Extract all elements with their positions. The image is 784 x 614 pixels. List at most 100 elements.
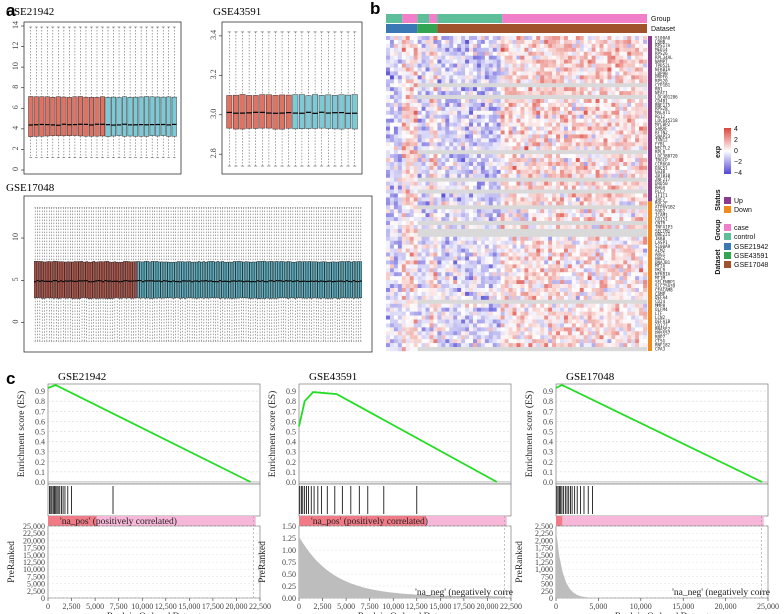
heatmap-cell (595, 201, 600, 206)
heatmap-cell (465, 83, 470, 88)
heatmap-cell (488, 248, 493, 253)
heatmap-cell (639, 177, 644, 182)
heatmap-cell (469, 177, 474, 182)
heatmap-cell (445, 106, 450, 112)
heatmap-cell (520, 118, 525, 123)
heatmap-cell (437, 99, 442, 104)
box (39, 96, 45, 137)
heatmap-cell (631, 185, 636, 190)
heatmap-cell (433, 256, 438, 261)
heatmap-cell (556, 185, 561, 190)
box (153, 261, 156, 299)
heatmap-cell (524, 146, 529, 151)
heatmap-cell (595, 126, 600, 131)
heatmap-cell (461, 158, 466, 163)
heatmap-cell (480, 110, 486, 115)
heatmap-cell (571, 252, 577, 257)
heatmap-cell (453, 260, 458, 265)
heatmap-cell (453, 256, 458, 261)
heatmap-cell (397, 114, 403, 119)
heatmap-cell (520, 51, 525, 56)
heatmap-cell (496, 201, 501, 206)
heatmap-cell (417, 99, 422, 104)
heatmap-cell (453, 150, 458, 155)
heatmap-cell (425, 134, 430, 139)
heatmap-cell (567, 130, 573, 135)
heatmap-cell (599, 43, 604, 49)
heatmap-cell (544, 43, 549, 49)
box (71, 261, 74, 299)
heatmap-cell (421, 114, 426, 119)
heatmap-cell (631, 244, 636, 249)
heatmap-cell (631, 83, 636, 88)
heatmap-cell (520, 75, 525, 80)
heatmap-cell (627, 122, 632, 127)
heatmap-cell (409, 134, 414, 139)
heatmap-cell (480, 165, 486, 171)
heatmap-cell (560, 189, 565, 194)
heatmap-cell (496, 236, 501, 241)
heatmap-cell (611, 106, 616, 112)
heatmap-cell (603, 165, 608, 171)
heatmap-cell (579, 87, 584, 92)
heatmap-cell (469, 221, 474, 226)
heatmap-cell (595, 114, 600, 119)
heatmap-cell (615, 134, 620, 139)
heatmap-cell (465, 138, 470, 143)
heatmap-cell (512, 126, 517, 131)
heatmap-cell (473, 228, 478, 234)
heatmap-cell (504, 79, 509, 84)
heatmap-cell (524, 225, 529, 230)
heatmap-cell (583, 197, 588, 202)
heatmap-cell (595, 173, 600, 178)
heatmap-cell (615, 158, 620, 163)
heatmap-cell (639, 146, 644, 151)
heatmap-cell (532, 221, 537, 226)
heatmap-cell (516, 209, 521, 214)
heatmap-cell (512, 260, 517, 265)
heatmap-cell (631, 47, 636, 52)
heatmap-cell (397, 189, 403, 194)
heatmap-cell (536, 99, 541, 104)
heatmap-cell (504, 213, 509, 218)
heatmap-cell (611, 240, 616, 245)
heatmap-cell (524, 244, 529, 249)
heatmap-cell (583, 95, 588, 100)
heatmap-cell (548, 232, 553, 238)
box (105, 97, 111, 137)
heatmap-cell (623, 106, 628, 112)
heatmap-cell (615, 43, 620, 49)
heatmap-cell (429, 106, 434, 112)
heatmap-cell (461, 59, 466, 64)
heatmap-cell (409, 213, 414, 218)
heatmap-cell (449, 260, 454, 265)
heatmap-cell (480, 197, 486, 202)
heatmap-cell (480, 162, 486, 167)
heatmap-cell (591, 173, 596, 178)
heatmap-cell (560, 244, 565, 249)
heatmap-cell (449, 154, 454, 159)
heatmap-cell (425, 228, 430, 234)
heatmap-cell (484, 154, 490, 159)
heatmap-cell (500, 55, 505, 60)
heatmap-cell (457, 260, 462, 265)
heatmap-cell (417, 36, 422, 41)
heatmap-cell (591, 236, 596, 241)
heatmap-cell (476, 79, 482, 84)
heatmap-cell (401, 244, 406, 249)
heatmap-cell (413, 209, 418, 214)
heatmap-cell (512, 142, 517, 147)
heatmap-cell (473, 146, 478, 151)
heatmap-cell (532, 177, 537, 182)
heatmap-cell (571, 83, 577, 88)
heatmap-cell (409, 71, 414, 76)
heatmap-cell (417, 165, 422, 171)
heatmap-cell (437, 240, 442, 245)
heatmap-cell (457, 59, 462, 64)
heatmap-cell (417, 71, 422, 76)
heatmap-cell (401, 122, 406, 127)
heatmap-cell (587, 236, 592, 241)
heatmap-cell (639, 236, 644, 241)
heatmap-cell (445, 130, 450, 135)
heatmap-cell (461, 51, 466, 56)
